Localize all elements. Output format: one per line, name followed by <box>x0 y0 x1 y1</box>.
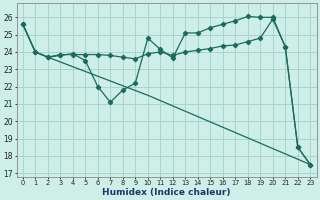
X-axis label: Humidex (Indice chaleur): Humidex (Indice chaleur) <box>102 188 231 197</box>
